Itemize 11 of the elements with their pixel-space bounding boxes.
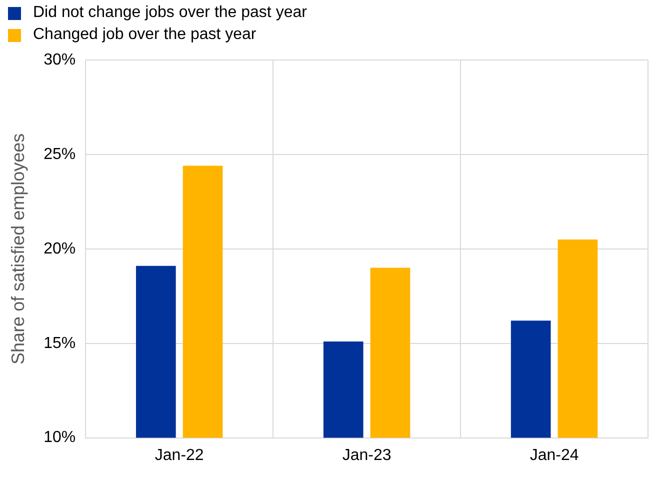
- y-tick-label: 20%: [44, 240, 76, 258]
- legend-label: Changed job over the past year: [33, 26, 256, 44]
- y-tick-label: 25%: [44, 146, 76, 163]
- y-tick-label: 30%: [44, 51, 76, 68]
- x-tick-label: Jan-23: [342, 446, 392, 464]
- y-tick-label: 15%: [44, 334, 76, 352]
- x-tick-label: Jan-24: [530, 446, 579, 464]
- legend-label: Did not change jobs over the past year: [33, 4, 307, 22]
- y-tick-label: 10%: [44, 429, 76, 446]
- y-axis-title: Share of satisfied employees: [8, 133, 28, 364]
- x-tick-label: Jan-22: [154, 446, 204, 464]
